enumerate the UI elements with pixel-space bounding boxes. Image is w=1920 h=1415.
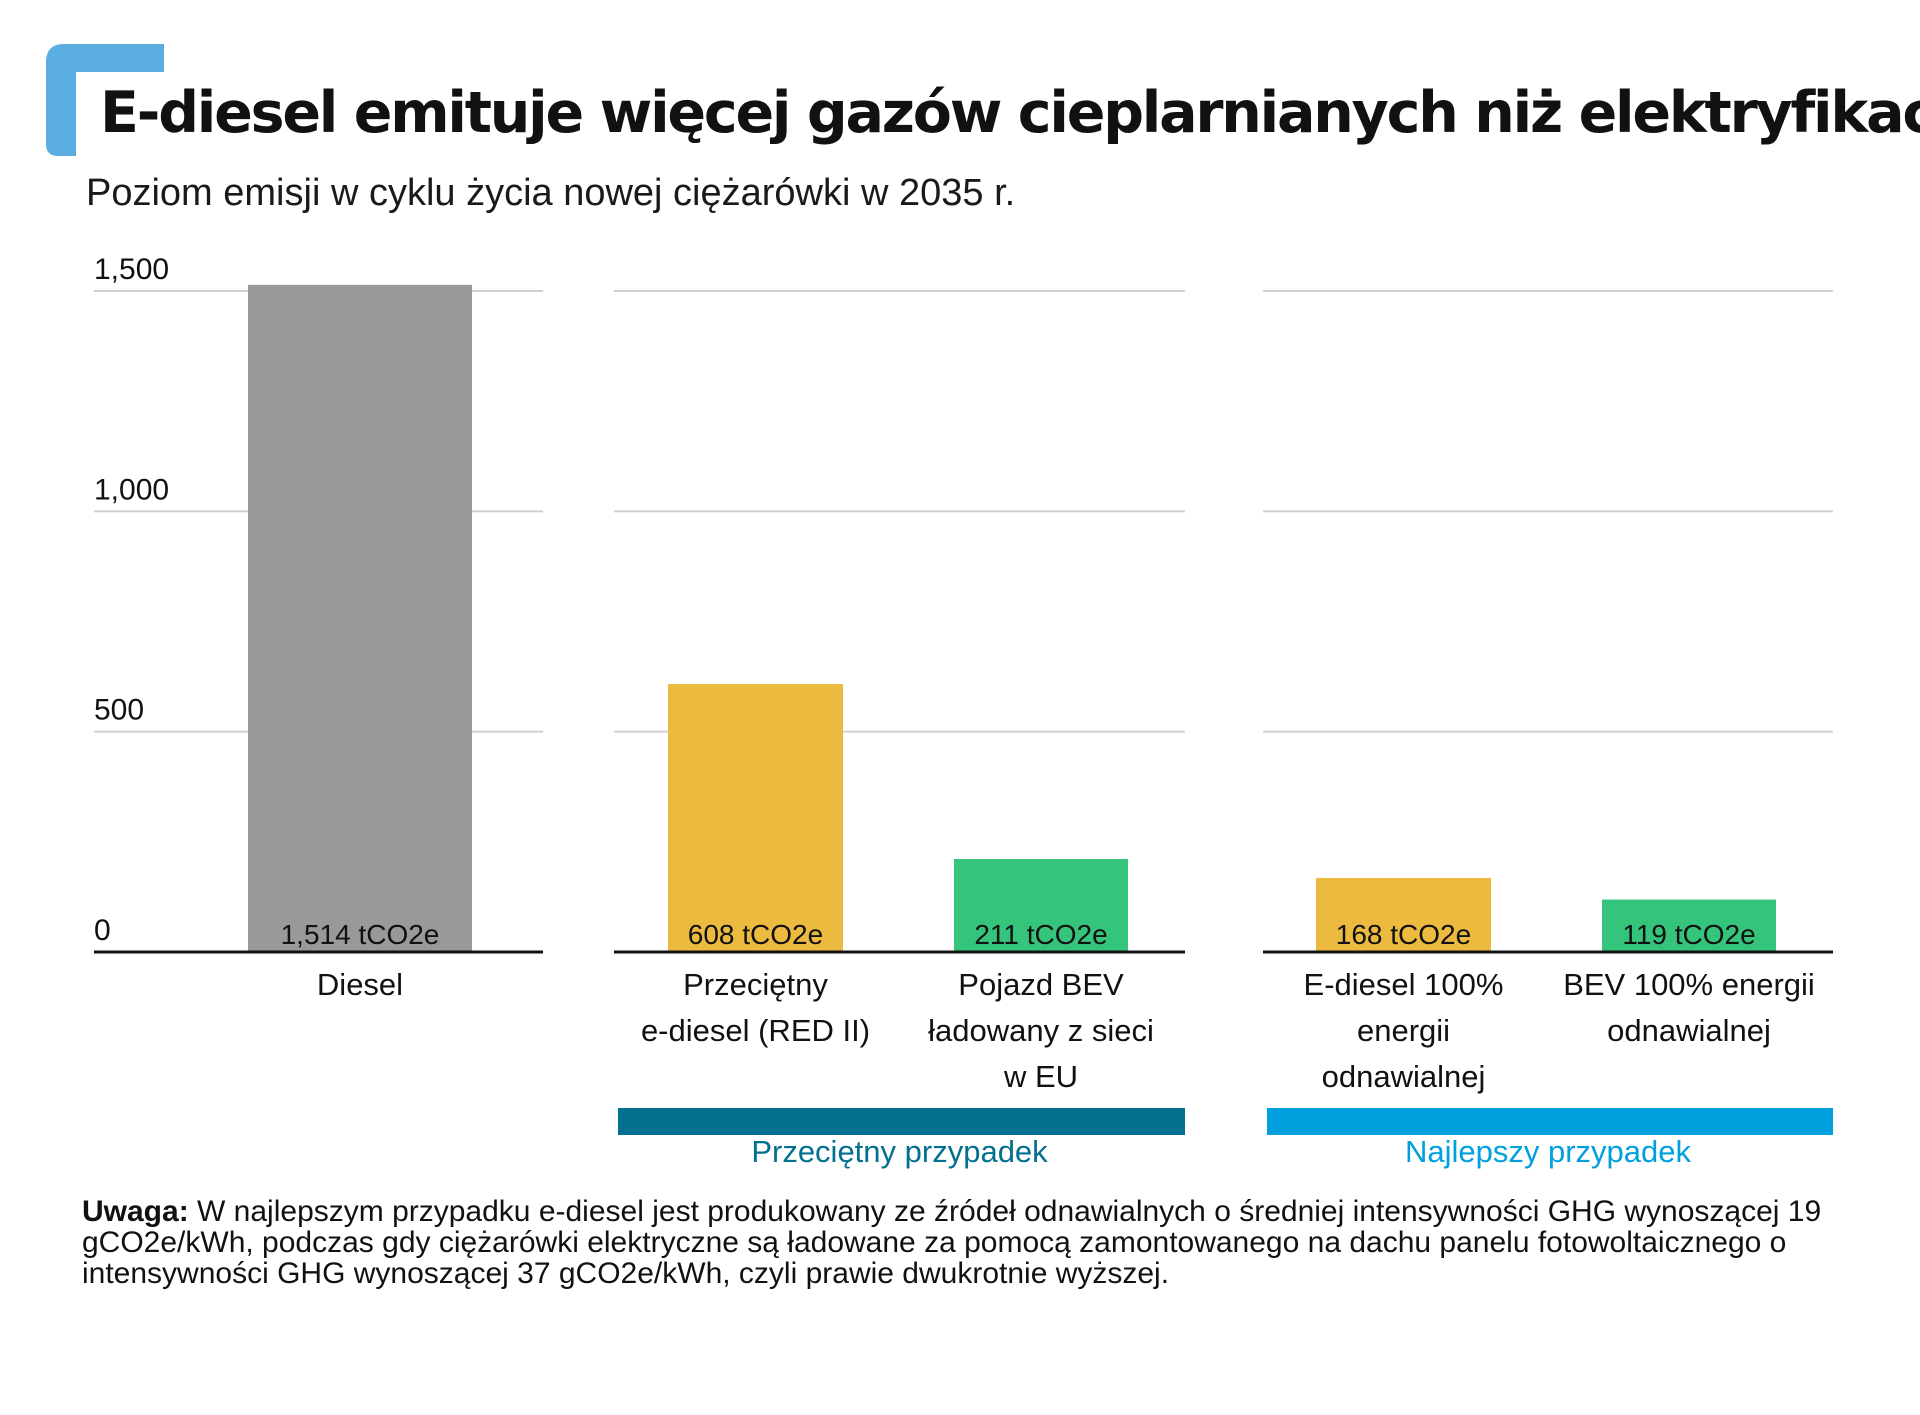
y-tick-label: 1,500: [94, 253, 169, 286]
footnote: Uwaga: W najlepszym przypadku e-diesel j…: [82, 1196, 1842, 1289]
category-label: Diesel: [317, 967, 403, 1002]
category-label-line: odnawialnej: [1322, 1059, 1486, 1094]
category-label-line: energii: [1357, 1013, 1450, 1048]
category-label-line: odnawialnej: [1607, 1013, 1771, 1048]
bar-value-label: 608 tCO2e: [688, 919, 823, 950]
chart-title: E-diesel emituje więcej gazów cieplarnia…: [100, 80, 1920, 146]
bar: [248, 284, 472, 952]
bar-value-label: 211 tCO2e: [974, 919, 1107, 950]
category-label-line: Pojazd BEV: [958, 967, 1124, 1002]
bar: [668, 684, 843, 952]
bar: [1602, 899, 1776, 952]
category-label-line: ładowany z sieci: [928, 1013, 1154, 1048]
bar-value-label: 1,514 tCO2e: [281, 919, 440, 950]
category-label: E-diesel 100% energii odnawialnej: [1304, 967, 1504, 1094]
group-label: Przeciętny przypadek: [751, 1134, 1048, 1169]
group-bar: [618, 1108, 1185, 1135]
chart-subtitle: Poziom emisji w cyklu życia nowej ciężar…: [86, 172, 1016, 214]
y-tick-label: 1,000: [94, 473, 169, 506]
bar-value-label: 168 tCO2e: [1336, 919, 1471, 950]
bar: [954, 859, 1128, 952]
category-label-line: w EU: [1003, 1059, 1078, 1094]
brand-corner-logo: [46, 44, 164, 156]
category-label-line: E-diesel 100%: [1304, 967, 1504, 1002]
group-bar: [1267, 1108, 1833, 1135]
category-label-line: BEV 100% energii: [1563, 967, 1815, 1002]
bar-value-label: 119 tCO2e: [1622, 919, 1755, 950]
y-tick-label: 500: [94, 694, 144, 727]
y-tick-label: 0: [94, 914, 111, 947]
category-label: BEV 100% energii odnawialnej: [1563, 967, 1815, 1048]
category-label: Pojazd BEV ładowany z sieci w EU: [928, 967, 1154, 1094]
group-label: Najlepszy przypadek: [1405, 1134, 1692, 1169]
bar: [1316, 877, 1491, 952]
category-label-line: e-diesel (RED II): [641, 1013, 870, 1048]
footnote-text: W najlepszym przypadku e-diesel jest pro…: [82, 1195, 1822, 1290]
category-label-line: Diesel: [317, 967, 403, 1002]
category-label-line: Przeciętny: [683, 967, 828, 1002]
category-label: Przeciętny e-diesel (RED II): [641, 967, 870, 1048]
footnote-label: Uwaga:: [82, 1195, 189, 1228]
bar-chart: 0 500 1,000 1,500 1,514 tCO2e Diesel 608 tCO2e…: [94, 253, 1833, 1169]
